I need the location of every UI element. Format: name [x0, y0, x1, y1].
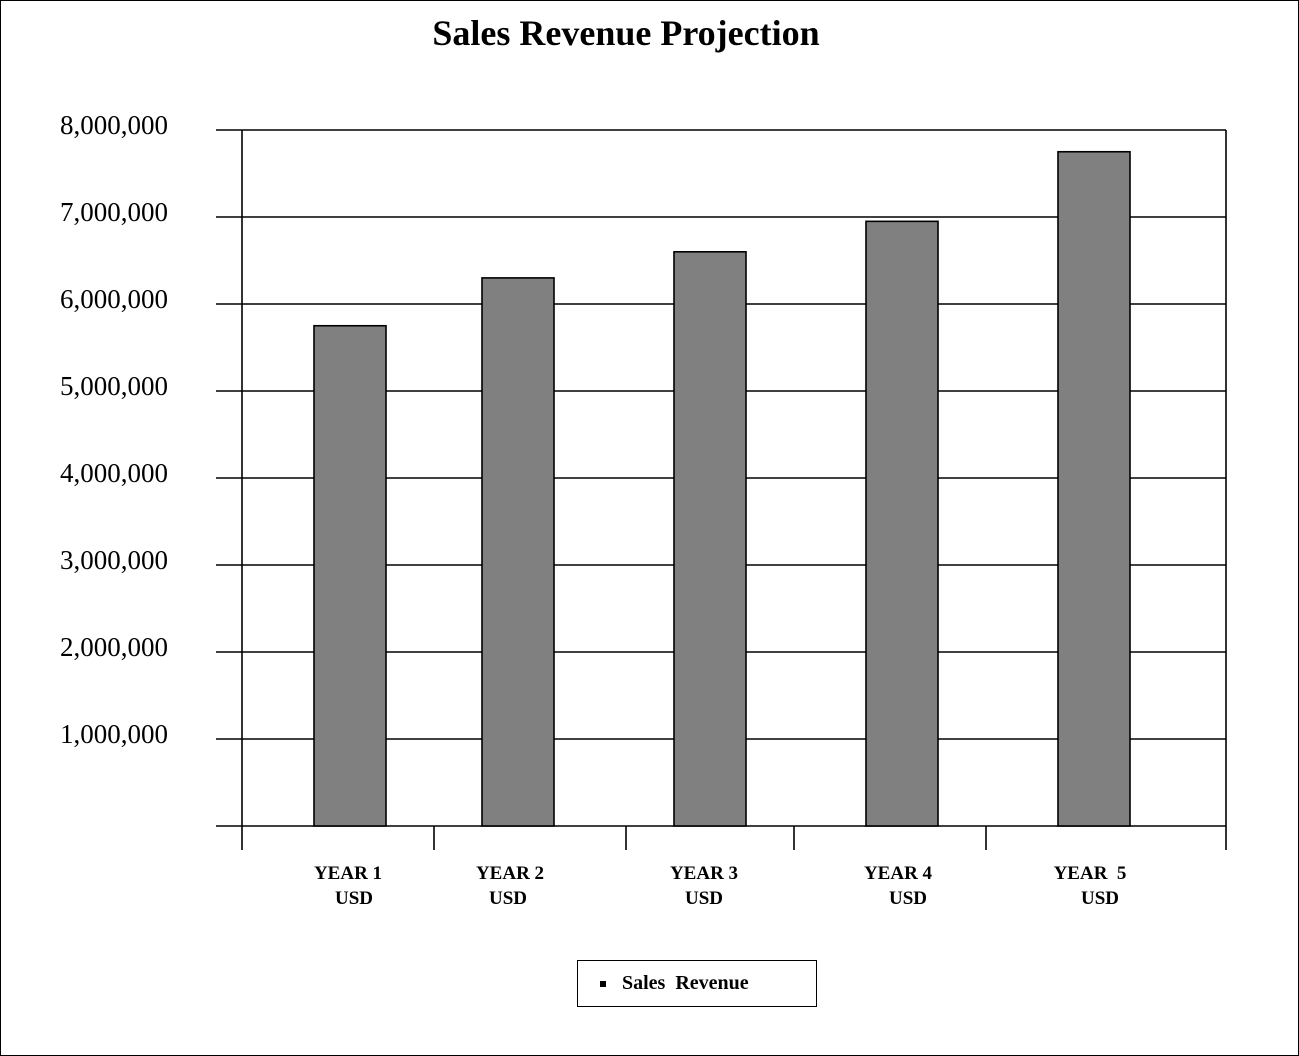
y-tick-label: 4,000,000 — [60, 458, 168, 488]
x-tick-unit-label: USD — [1081, 888, 1119, 909]
x-tick-unit-label: USD — [335, 888, 373, 909]
x-tick-unit-label: USD — [685, 888, 723, 909]
y-tick-label: 2,000,000 — [60, 632, 168, 662]
y-tick-label: 6,000,000 — [60, 284, 168, 314]
legend: Sales Revenue — [577, 960, 817, 1007]
axes — [241, 130, 1227, 850]
bar — [865, 220, 939, 827]
bars — [313, 150, 1131, 827]
bar — [673, 251, 747, 827]
legend-swatch — [600, 980, 606, 987]
x-tick-labels: YEAR 1 USD YEAR 2 USD YEAR 3 USD YEAR 4 USD YEAR… — [314, 863, 1126, 909]
x-tick-label: YEAR 3 — [670, 863, 738, 884]
x-tick-unit-label: USD — [489, 888, 527, 909]
x-tick-label: YEAR 4 — [864, 863, 933, 884]
bar — [1057, 150, 1131, 827]
y-tick-label: 5,000,000 — [60, 371, 168, 401]
legend-label: Sales Revenue — [622, 972, 749, 994]
x-tick-unit-label: USD — [889, 888, 927, 909]
x-tick-label: YEAR 1 — [314, 863, 382, 884]
bar — [313, 324, 387, 827]
bar — [481, 277, 555, 827]
y-tick-label: 8,000,000 — [60, 110, 168, 140]
y-tick-labels: 1,000,000 2,000,000 3,000,000 4,000,000 5,00… — [60, 110, 168, 749]
y-tick-label: 7,000,000 — [60, 197, 168, 227]
chart-title: Sales Revenue Projection — [432, 13, 820, 53]
x-tick-label: YEAR 2 — [476, 863, 544, 884]
y-tick-label: 1,000,000 — [60, 719, 168, 749]
x-tick-label: YEAR 5 — [1054, 863, 1127, 884]
y-tick-label: 3,000,000 — [60, 545, 168, 575]
